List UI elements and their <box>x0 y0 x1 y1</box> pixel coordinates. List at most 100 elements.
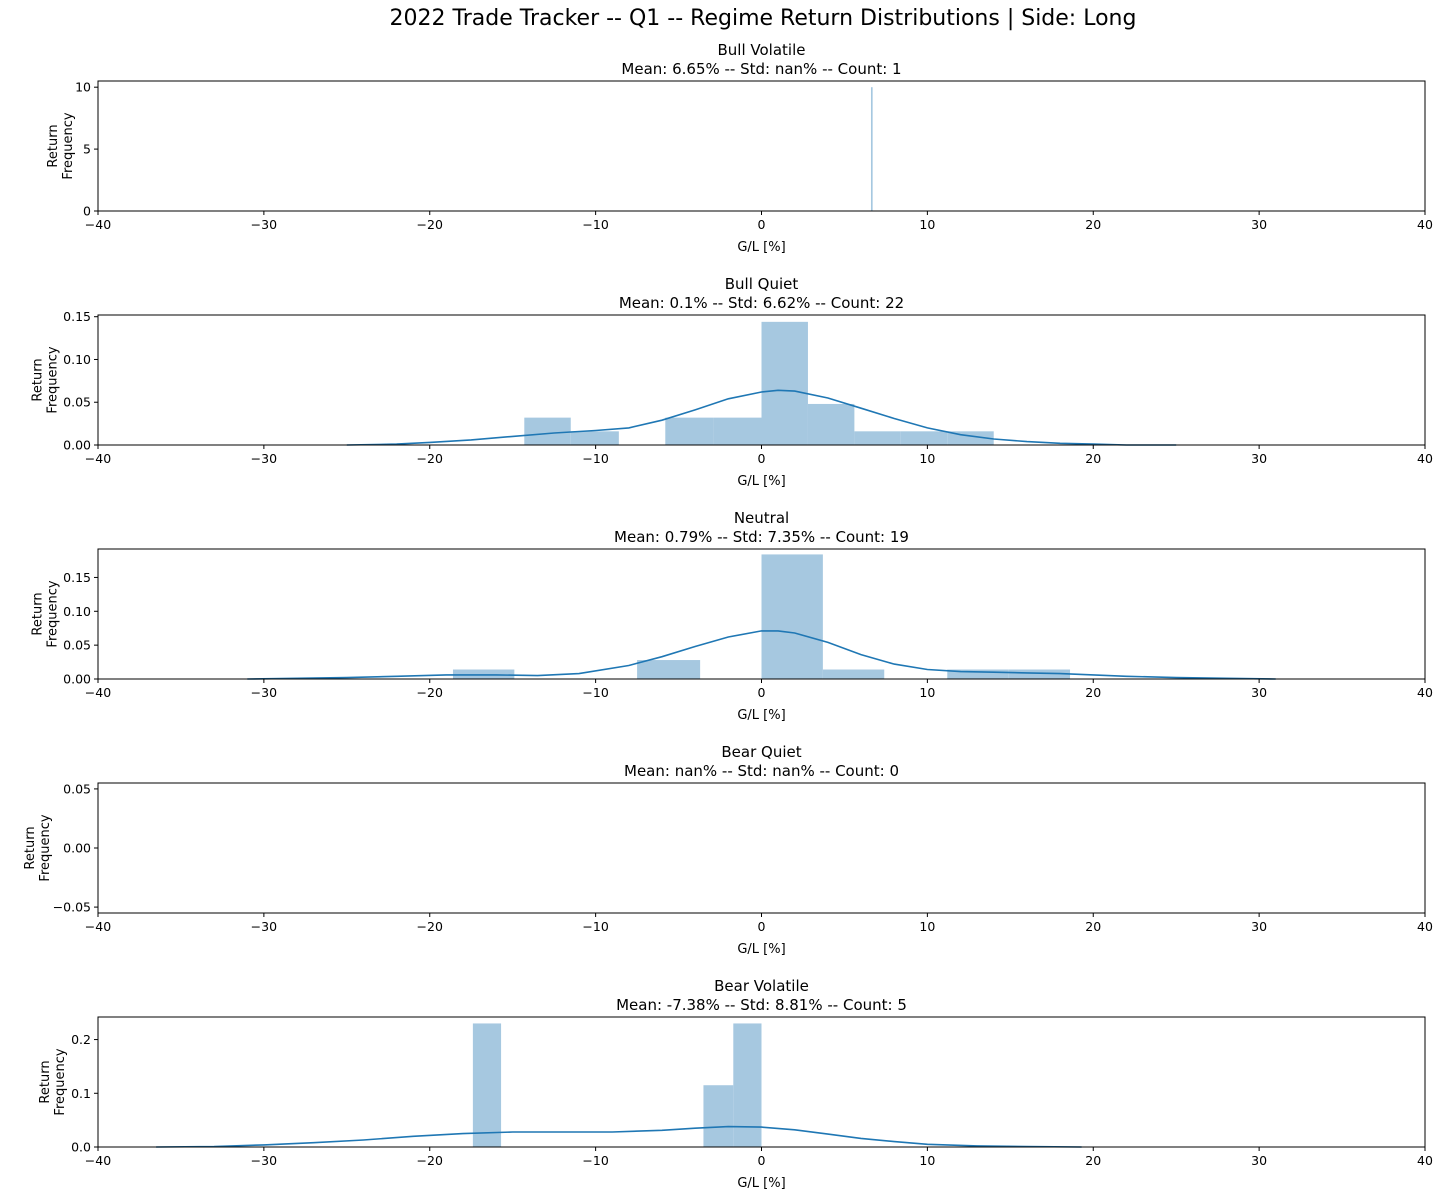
x-tick-label: −20 <box>417 451 443 466</box>
histogram-bar <box>665 417 714 445</box>
y-axis-label: Return Frequency <box>31 346 61 413</box>
x-axis-label: G/L [%] <box>737 474 785 489</box>
histogram-bar <box>822 669 885 679</box>
x-tick-label: −30 <box>251 685 277 700</box>
y-tick-label: 0.15 <box>63 570 91 585</box>
x-tick-label: 10 <box>919 1153 935 1168</box>
y-axis-label-line1: Return <box>31 592 46 635</box>
panel-title: Bear Quiet <box>721 743 801 761</box>
panel-subtitle: Mean: nan% -- Std: nan% -- Count: 0 <box>624 762 899 780</box>
x-tick-label: 30 <box>1251 217 1267 232</box>
x-tick-label: −20 <box>417 1153 443 1168</box>
x-tick-label: −10 <box>582 685 608 700</box>
y-tick-label: 0.05 <box>63 638 91 653</box>
histogram-bar <box>1008 669 1071 679</box>
y-axis-label: Return Frequency <box>23 814 53 881</box>
x-tick-label: 30 <box>1251 1153 1267 1168</box>
y-tick-label: 0.00 <box>63 438 91 453</box>
y-tick-label: 0.15 <box>63 309 91 324</box>
x-tick-label: 10 <box>919 451 935 466</box>
x-tick-label: 20 <box>1085 919 1101 934</box>
histogram-bar <box>733 1023 762 1147</box>
y-tick-label: 0.0 <box>71 1140 91 1155</box>
x-tick-label: 0 <box>758 1153 766 1168</box>
x-tick-label: −30 <box>251 451 277 466</box>
y-tick-label: 0.2 <box>71 1032 91 1047</box>
y-tick-label: 10 <box>75 80 91 95</box>
y-tick-label: 0.1 <box>71 1086 91 1101</box>
y-axis-label-line1: Return <box>46 124 61 167</box>
x-tick-label: 0 <box>758 919 766 934</box>
x-tick-label: 40 <box>1417 1153 1433 1168</box>
x-tick-label: 0 <box>758 451 766 466</box>
histogram-bar <box>807 403 855 445</box>
x-tick-label: −30 <box>251 1153 277 1168</box>
x-tick-label: −10 <box>582 451 608 466</box>
x-tick-label: 30 <box>1251 919 1267 934</box>
histogram-bar <box>761 554 823 679</box>
histogram-bar <box>854 431 901 445</box>
x-tick-label: 20 <box>1085 451 1101 466</box>
x-axis-label: G/L [%] <box>737 240 785 255</box>
y-tick-label: 0.10 <box>63 352 91 367</box>
y-axis-label: Return Frequency <box>38 1048 68 1115</box>
y-axis-label-line2: Frequency <box>38 814 53 881</box>
y-tick-label: −0.05 <box>53 900 91 915</box>
y-tick-label: 0 <box>83 204 91 219</box>
y-tick-label: 0.00 <box>63 672 91 687</box>
kde-line <box>156 1125 1082 1148</box>
x-tick-label: 40 <box>1417 217 1433 232</box>
y-tick-label: 0.05 <box>63 781 91 796</box>
x-tick-label: −40 <box>85 685 111 700</box>
y-tick-label: 5 <box>83 142 91 157</box>
x-tick-label: 40 <box>1417 919 1433 934</box>
x-tick-label: −20 <box>417 685 443 700</box>
x-tick-label: 20 <box>1085 685 1101 700</box>
histogram-bar <box>570 431 619 445</box>
y-axis-label-line2: Frequency <box>46 346 61 413</box>
y-axis-label-line1: Return <box>31 358 46 401</box>
panel-subtitle: Mean: 0.79% -- Std: 7.35% -- Count: 19 <box>614 528 909 546</box>
x-tick-label: 10 <box>919 217 935 232</box>
x-tick-label: 10 <box>919 685 935 700</box>
x-tick-label: 40 <box>1417 685 1433 700</box>
x-tick-label: −10 <box>582 919 608 934</box>
x-axis-label: G/L [%] <box>737 1176 785 1191</box>
x-tick-label: −20 <box>417 919 443 934</box>
x-tick-label: 20 <box>1085 217 1101 232</box>
x-tick-label: −10 <box>582 217 608 232</box>
x-tick-label: 0 <box>758 685 766 700</box>
y-tick-label: 0.10 <box>63 604 91 619</box>
panel-subtitle: Mean: 6.65% -- Std: nan% -- Count: 1 <box>621 60 901 78</box>
x-axis-label: G/L [%] <box>737 942 785 957</box>
y-axis-label-line2: Frequency <box>61 112 76 179</box>
histogram-bar <box>870 87 873 211</box>
histogram-bar <box>947 669 1009 679</box>
y-axis-label-line1: Return <box>38 1060 53 1103</box>
x-tick-label: 20 <box>1085 1153 1101 1168</box>
x-tick-label: 0 <box>758 217 766 232</box>
panel-subtitle: Mean: -7.38% -- Std: 8.81% -- Count: 5 <box>616 996 907 1014</box>
x-tick-label: −30 <box>251 217 277 232</box>
histogram-bar <box>900 431 948 445</box>
histogram-bar <box>761 321 808 445</box>
x-tick-label: −40 <box>85 919 111 934</box>
plot-frame <box>97 782 1426 914</box>
kde-line <box>346 389 1177 446</box>
y-axis-label-line1: Return <box>23 826 38 869</box>
histogram-bar <box>524 417 571 445</box>
x-tick-label: 40 <box>1417 451 1433 466</box>
panel-subtitle: Mean: 0.1% -- Std: 6.62% -- Count: 22 <box>619 294 904 312</box>
histogram-bar <box>713 417 762 445</box>
histogram-bar <box>472 1023 502 1147</box>
panel-title: Bear Volatile <box>714 977 809 995</box>
x-tick-label: −40 <box>85 217 111 232</box>
plot-frame <box>97 80 1426 212</box>
histogram-bar <box>637 660 701 679</box>
panel-title: Neutral <box>734 509 789 527</box>
